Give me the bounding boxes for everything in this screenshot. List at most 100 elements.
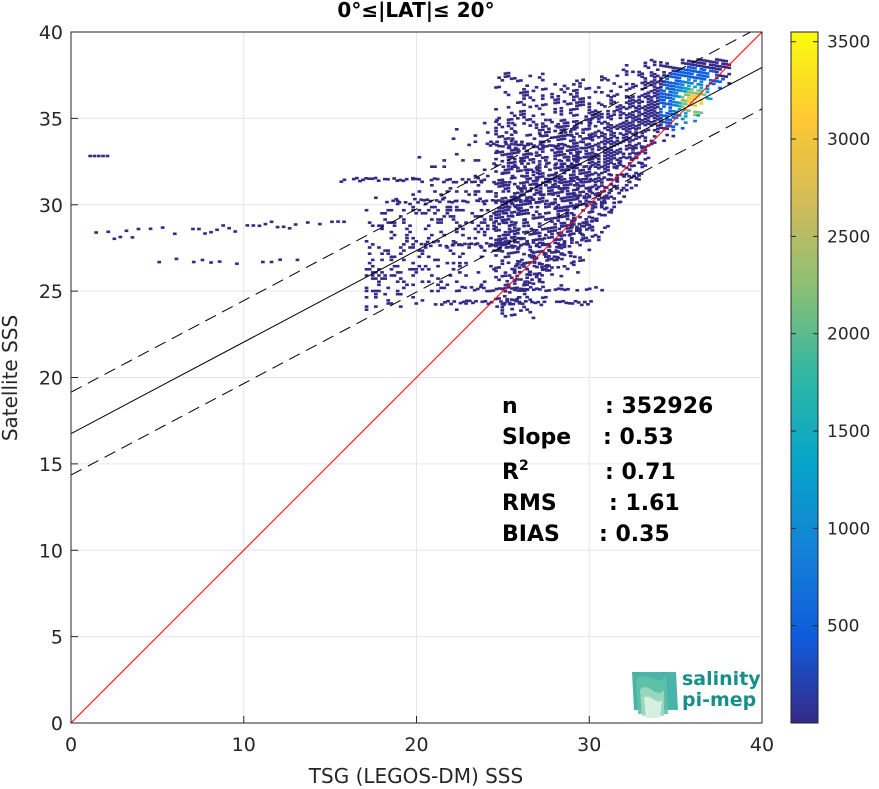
density-cell	[569, 261, 574, 265]
density-cell	[430, 233, 434, 237]
density-cell	[566, 145, 571, 148]
density-cell	[526, 224, 531, 227]
density-cell	[516, 204, 520, 207]
density-cell	[528, 118, 533, 121]
density-cell	[624, 144, 629, 148]
density-cell	[485, 190, 490, 193]
density-cell	[562, 245, 567, 249]
density-cell	[453, 241, 458, 244]
density-cell	[671, 103, 676, 107]
density-cell	[556, 242, 561, 245]
density-cell	[506, 255, 511, 258]
density-cell	[600, 122, 604, 125]
density-cell	[563, 288, 567, 292]
density-cell	[590, 113, 595, 117]
density-cell	[534, 123, 539, 126]
density-cell	[634, 143, 638, 147]
density-cell	[503, 168, 508, 172]
density-cell	[568, 145, 573, 149]
density-cell	[576, 156, 580, 159]
density-cell	[665, 102, 669, 106]
density-cell	[662, 105, 666, 108]
density-cell	[389, 208, 394, 212]
density-cell	[618, 163, 623, 166]
density-cell	[454, 180, 459, 184]
density-cell	[525, 242, 529, 245]
density-cell	[200, 258, 205, 262]
density-cell	[631, 132, 635, 136]
density-cell	[646, 91, 651, 94]
density-cell	[497, 135, 501, 139]
density-cell	[386, 252, 391, 255]
density-cell	[631, 86, 635, 89]
density-cell	[627, 99, 632, 103]
y-tick-label: 25	[39, 281, 63, 303]
density-cell	[576, 184, 580, 187]
density-cell	[606, 116, 610, 119]
density-cell	[497, 287, 502, 290]
density-cell	[559, 175, 564, 178]
density-cell	[622, 175, 626, 178]
density-cell	[398, 178, 403, 182]
density-cell	[696, 89, 701, 92]
y-tick-label: 10	[39, 540, 63, 562]
density-cell	[622, 195, 626, 198]
density-cell	[544, 159, 548, 162]
density-cell	[593, 171, 598, 175]
density-cell	[525, 283, 529, 286]
density-cell	[699, 86, 704, 90]
density-cell	[590, 163, 595, 167]
density-cell	[460, 243, 464, 247]
density-cell	[470, 221, 475, 224]
density-cell	[575, 289, 580, 292]
density-cell	[476, 224, 481, 227]
density-cell	[473, 236, 478, 240]
density-cell	[420, 280, 425, 283]
density-cell	[444, 244, 449, 248]
density-cell	[339, 180, 344, 183]
density-cell	[534, 191, 539, 195]
density-cell	[513, 205, 518, 209]
logo-line2: pi-mep	[682, 689, 756, 711]
density-cell	[612, 205, 616, 209]
density-cell	[573, 159, 577, 162]
density-cell	[563, 143, 567, 147]
density-cell	[718, 68, 722, 71]
density-cell	[587, 86, 592, 90]
density-cell	[556, 101, 561, 104]
density-cell	[631, 151, 635, 154]
density-cell	[715, 70, 719, 74]
density-cell	[553, 226, 557, 229]
density-cell	[652, 141, 657, 144]
density-cell	[553, 111, 557, 114]
density-cell	[621, 127, 626, 131]
density-cell	[671, 66, 676, 69]
density-cell	[500, 153, 505, 157]
density-cell	[423, 264, 428, 268]
density-cell	[639, 145, 644, 148]
density-cell	[631, 148, 635, 151]
density-cell	[414, 271, 419, 274]
density-cell	[537, 175, 542, 179]
density-cell	[554, 162, 559, 165]
density-cell	[501, 180, 506, 184]
density-cell	[609, 127, 613, 130]
density-cell	[517, 196, 521, 200]
density-cell	[544, 205, 548, 209]
density-cell	[545, 156, 549, 159]
density-cell	[547, 236, 551, 239]
density-cell	[446, 299, 450, 303]
density-cell	[640, 131, 645, 135]
density-cell	[556, 150, 561, 154]
density-cell	[565, 230, 570, 233]
density-cell	[699, 92, 704, 96]
density-cell	[565, 149, 570, 152]
density-cell	[534, 126, 539, 129]
density-cell	[467, 143, 471, 147]
density-cell	[426, 255, 431, 259]
density-cell	[534, 104, 539, 108]
density-cell	[560, 146, 565, 150]
density-cell	[497, 238, 501, 241]
density-cell	[662, 95, 666, 99]
density-cell	[677, 86, 682, 89]
